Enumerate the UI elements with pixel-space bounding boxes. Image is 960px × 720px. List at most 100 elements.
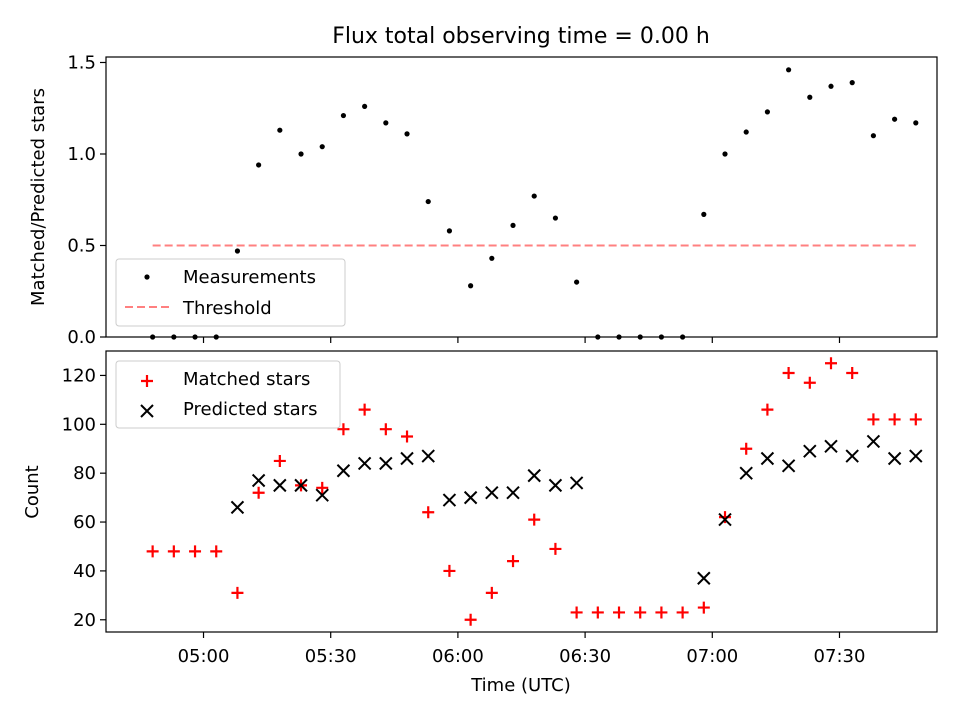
matched-star-point — [570, 606, 583, 619]
measurements-legend-marker — [144, 274, 150, 280]
count-panel: 20 40 60 80 100 120 05:00 05:30 06:00 06:30 07:00 0… — [22, 350, 938, 696]
y-tick-label: 1.5 — [67, 52, 96, 73]
x-tick-label: 06:00 — [432, 646, 484, 667]
predicted-legend-label: Predicted stars — [183, 399, 317, 420]
x-tick-label: 07:00 — [686, 646, 738, 667]
measurements-legend-label: Measurements — [183, 267, 316, 288]
matched-star-point — [337, 423, 350, 436]
measurement-point — [383, 120, 389, 126]
measurement-point — [870, 133, 877, 139]
matched-star-point — [719, 511, 732, 524]
measurement-point — [213, 334, 219, 340]
matched-star-point — [507, 555, 520, 568]
measurement-point — [595, 334, 601, 340]
measurement-point — [256, 162, 262, 168]
matched-star-point — [443, 564, 456, 577]
measurement-point — [510, 222, 516, 228]
count-marks — [146, 357, 923, 626]
matched-star-point — [210, 545, 223, 558]
predicted-star-point — [230, 500, 245, 515]
predicted-star-point — [739, 466, 753, 480]
measurement-point — [340, 112, 347, 119]
y-tick-label: 0.0 — [67, 327, 96, 348]
predicted-star-point — [781, 459, 796, 473]
matched-star-point — [676, 606, 689, 619]
predicted-star-point — [866, 434, 881, 449]
measurement-point — [489, 255, 495, 261]
predicted-star-point — [315, 488, 329, 502]
measurement-point — [849, 80, 855, 86]
predicted-star-point — [442, 493, 457, 507]
predicted-star-point — [294, 478, 308, 493]
predicted-star-point — [845, 449, 859, 463]
matched-star-point — [422, 506, 435, 519]
matched-star-point — [189, 545, 202, 558]
x-tick-label: 05:00 — [178, 646, 230, 667]
y-tick-label: 100 — [62, 414, 96, 435]
matched-star-point — [379, 423, 392, 436]
predicted-star-point — [485, 486, 499, 500]
predicted-star-point — [909, 449, 923, 463]
matched-star-point — [867, 413, 880, 426]
count-y-axis-label: Count — [22, 465, 43, 518]
matched-star-point — [464, 613, 477, 626]
y-tick-label: 1.0 — [67, 144, 96, 165]
y-tick-label: 40 — [73, 561, 96, 582]
matched-star-point — [401, 430, 414, 443]
measurement-point — [192, 334, 198, 340]
measurement-point — [552, 215, 559, 221]
measurement-point — [637, 334, 643, 340]
measurement-point — [892, 116, 898, 122]
matched-star-point — [825, 357, 838, 370]
predicted-star-point — [887, 451, 902, 466]
x-axis-label: Time (UTC) — [470, 675, 571, 696]
matched-star-point — [252, 486, 265, 499]
matched-star-point — [909, 413, 922, 426]
matched-star-point — [655, 606, 668, 619]
predicted-star-point — [251, 473, 266, 488]
matched-star-point — [846, 366, 859, 379]
measurement-point — [574, 279, 580, 285]
measurement-point — [531, 193, 537, 199]
measurement-point — [298, 151, 304, 157]
measurement-point — [150, 334, 156, 340]
ratio-marks — [150, 67, 919, 340]
measurement-point — [786, 67, 792, 73]
measurement-point — [404, 131, 410, 137]
ratio-legend: Measurements Threshold — [115, 258, 346, 327]
x-tick-label: 06:30 — [559, 646, 611, 667]
y-tick-label: 0.5 — [67, 235, 96, 256]
threshold-legend-label: Threshold — [182, 298, 272, 319]
matched-star-point — [316, 481, 329, 494]
predicted-star-point — [760, 451, 775, 466]
matched-legend-label: Matched stars — [183, 369, 310, 390]
predicted-star-point — [697, 571, 711, 585]
y-tick-label: 20 — [73, 610, 96, 631]
y-tick-label: 80 — [73, 463, 96, 484]
matched-star-point — [761, 403, 774, 416]
matched-star-point — [782, 366, 795, 379]
count-legend: Matched stars Predicted stars — [115, 360, 341, 429]
matched-star-point — [697, 601, 710, 614]
predicted-star-point — [527, 468, 541, 483]
matched-star-point — [634, 606, 647, 619]
x-tick-label: 05:30 — [305, 646, 357, 667]
matched-star-point — [549, 542, 562, 555]
measurement-point — [362, 103, 368, 110]
measurement-point — [425, 198, 431, 205]
count-axes: 20 40 60 80 100 120 05:00 05:30 06:00 06:30 07:00 0… — [62, 365, 866, 667]
measurement-point — [722, 151, 728, 157]
x-tick-label: 07:30 — [814, 646, 866, 667]
ratio-legend-box — [115, 258, 346, 327]
matched-star-point — [358, 403, 371, 416]
predicted-star-point — [718, 512, 732, 527]
measurement-point — [234, 248, 241, 254]
matched-star-point — [591, 606, 604, 619]
predicted-star-point — [463, 490, 478, 505]
count-legend-box — [115, 360, 341, 429]
predicted-star-point — [569, 476, 584, 490]
matched-star-point — [231, 586, 244, 599]
predicted-star-point — [273, 478, 287, 493]
predicted-star-point — [548, 478, 563, 493]
predicted-star-point — [421, 449, 435, 463]
